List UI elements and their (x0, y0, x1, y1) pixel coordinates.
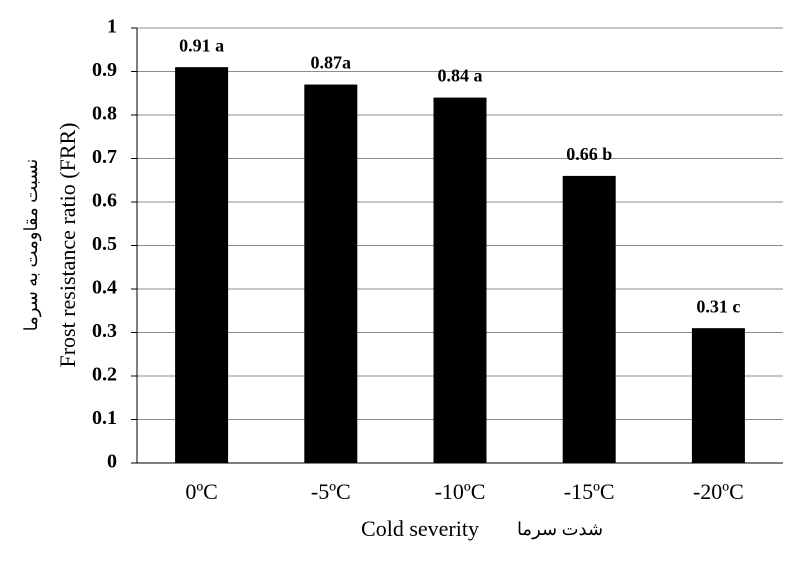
data-label: 0.66 b (566, 144, 612, 164)
data-labels: 0.91 a 0.87a 0.84 a 0.66 b 0.31 c (179, 35, 740, 316)
y-tick-label: 0.6 (92, 190, 117, 212)
data-label: 0.91 a (179, 35, 224, 55)
y-tick-label: 0.1 (92, 407, 117, 429)
y-tick-label: 0.4 (92, 277, 117, 299)
x-tick-label: -20ºC (693, 479, 744, 504)
y-tick-label: 0.8 (92, 103, 117, 125)
x-tick-label: -15ºC (564, 479, 615, 504)
bar (175, 67, 229, 464)
y-tick-label: 0.5 (92, 233, 117, 255)
y-tick-label: 0 (107, 451, 117, 473)
bar (433, 97, 487, 463)
bar (691, 328, 745, 463)
bars (175, 67, 745, 464)
x-tick-label: -5ºC (311, 479, 351, 504)
y-tick-label: 0.9 (92, 59, 117, 81)
y-axis-title: Frost resistance ratio (FRR) (55, 122, 80, 367)
bar (562, 175, 616, 463)
data-label: 0.31 c (696, 296, 740, 316)
y-axis-title-persian: نسبت مقاومت به سرما (21, 159, 42, 332)
data-label: 0.84 a (438, 66, 483, 86)
y-tick-label: 1 (107, 16, 117, 38)
x-tick-label: -10ºC (435, 479, 486, 504)
data-label: 0.87a (311, 53, 352, 73)
x-axis-title-persian: شدت سرما (517, 519, 603, 540)
x-axis-title: Cold severity (361, 516, 479, 541)
bar (304, 84, 358, 464)
y-tick-labels: 0 0.1 0.2 0.3 0.4 0.5 0.6 0.7 0.8 0.9 1 (92, 16, 137, 473)
y-tick-label: 0.2 (92, 364, 117, 386)
y-tick-label: 0.7 (92, 146, 117, 168)
y-tick-label: 0.3 (92, 320, 117, 342)
x-tick-label: 0ºC (185, 479, 218, 504)
x-tick-labels: 0ºC -5ºC -10ºC -15ºC -20ºC (185, 479, 743, 504)
